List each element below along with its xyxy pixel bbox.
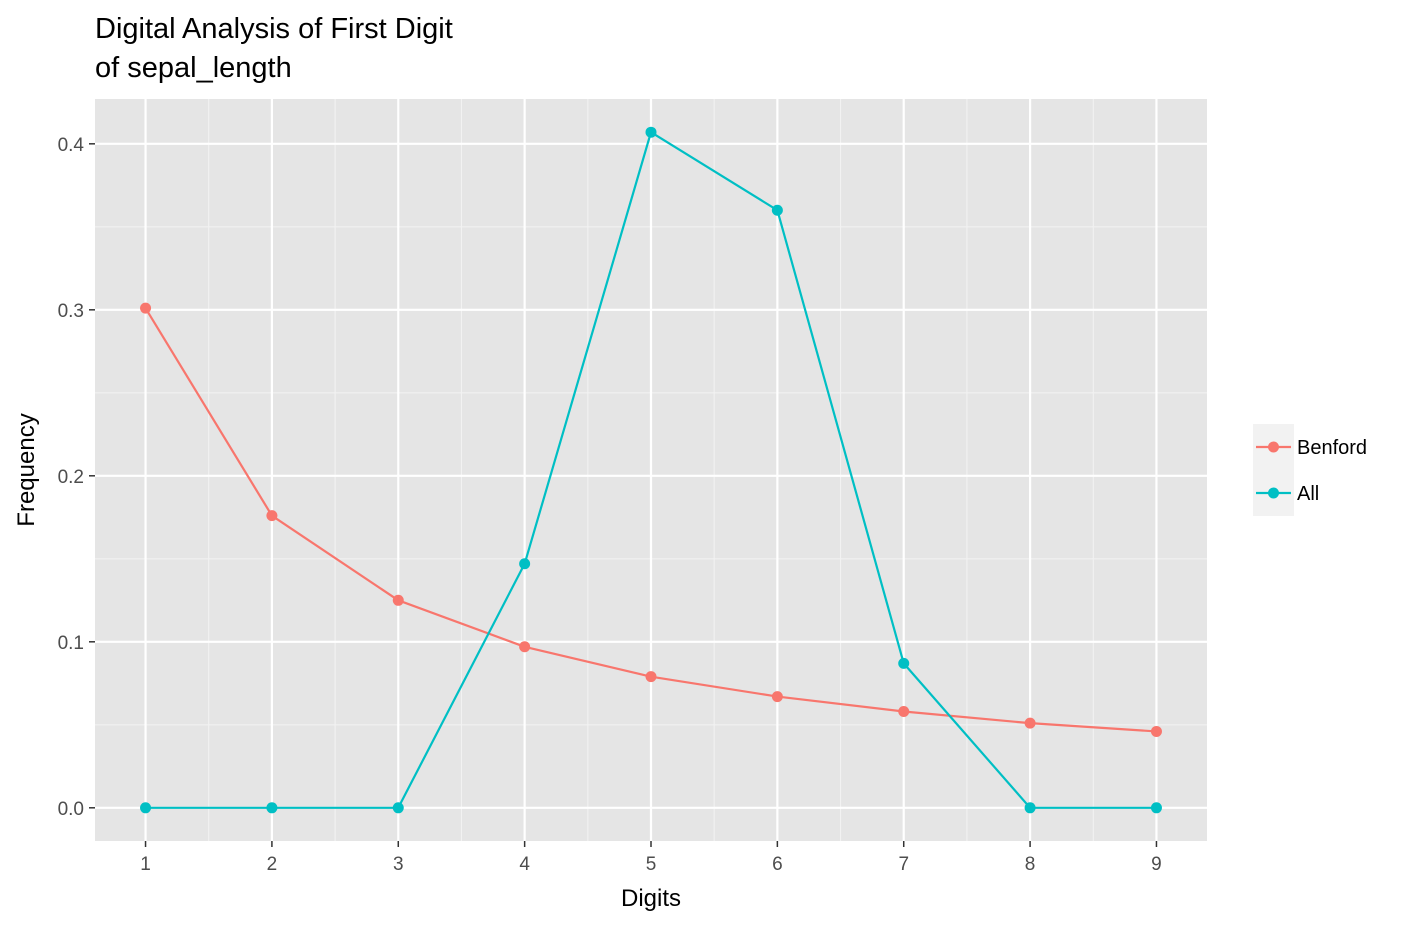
x-tick-label: 4 (519, 854, 530, 875)
x-axis-title: Digits (621, 885, 681, 912)
data-point-benford (519, 641, 531, 653)
data-point-all (140, 802, 152, 814)
chart-title-line-2: of sepal_length (95, 52, 292, 84)
x-tick-label: 6 (772, 854, 783, 875)
data-point-all (519, 558, 531, 570)
legend-label: Benford (1297, 437, 1367, 459)
data-point-all (392, 802, 404, 814)
x-tick-label: 2 (267, 854, 278, 875)
legend-label: All (1297, 483, 1319, 505)
legend: Benford All (1253, 424, 1367, 516)
data-point-all (266, 802, 278, 814)
series-all (140, 126, 1162, 814)
data-point-all (898, 657, 910, 669)
data-point-benford (1150, 725, 1162, 737)
y-tick-label: 0.0 (58, 799, 84, 820)
legend-key-point (1268, 487, 1279, 499)
grid-major-lines (95, 99, 1207, 841)
y-tick-label: 0.1 (58, 633, 84, 654)
y-tick-label: 0.4 (58, 135, 85, 156)
legend-item-all: All (1253, 470, 1319, 516)
x-tick-label: 8 (1025, 854, 1036, 875)
x-tick-label: 7 (898, 854, 909, 875)
x-tick-label: 9 (1151, 854, 1162, 875)
y-tick-label: 0.2 (58, 467, 84, 488)
x-tick-label: 1 (140, 854, 151, 875)
data-point-benford (645, 671, 657, 683)
data-point-benford (771, 691, 783, 703)
x-axis: 1 2 3 4 5 6 7 8 9 (140, 841, 1162, 875)
data-point-all (645, 126, 657, 138)
data-point-benford (266, 510, 278, 522)
data-point-benford (1024, 717, 1036, 729)
series-layer (140, 126, 1162, 814)
legend-item-benford: Benford (1253, 424, 1367, 470)
x-tick-label: 3 (393, 854, 404, 875)
data-point-all (1150, 802, 1162, 814)
chart-title-line-1: Digital Analysis of First Digit (95, 13, 453, 45)
y-tick-label: 0.3 (58, 301, 84, 322)
series-benford (140, 302, 1162, 737)
data-point-benford (140, 302, 152, 314)
data-point-benford (898, 706, 910, 718)
x-tick-label: 5 (646, 854, 657, 875)
data-point-all (1024, 802, 1036, 814)
y-axis: 0.0 0.1 0.2 0.3 0.4 (58, 135, 95, 820)
legend-key-point (1268, 441, 1279, 453)
data-point-benford (392, 594, 404, 606)
data-point-all (771, 204, 783, 216)
y-axis-title: Frequency (13, 413, 40, 526)
